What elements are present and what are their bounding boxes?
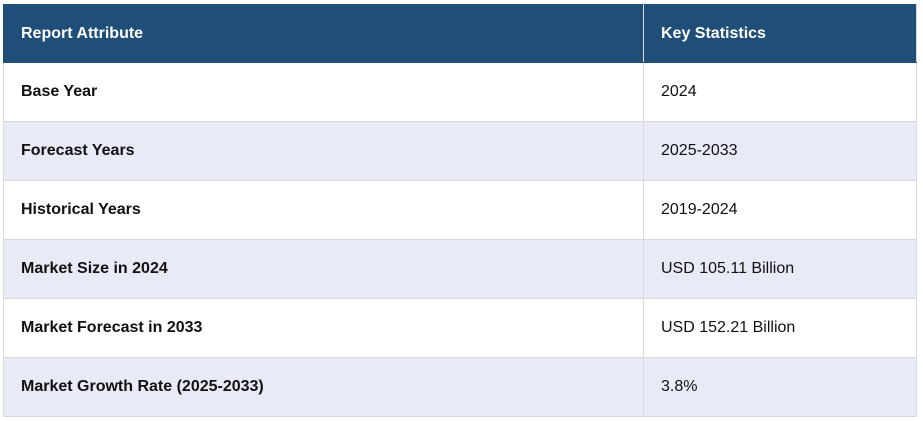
value-cell: 2019-2024 (643, 180, 917, 240)
header-cell: Key Statistics (643, 4, 917, 63)
attribute-cell: Historical Years (3, 180, 644, 240)
stats-table: Report Attribute Key Statistics Base Yea… (3, 4, 917, 417)
table-body: Base Year 2024 Forecast Years 2025-2033 Hist… (3, 62, 917, 417)
table-row: Market Growth Rate (2025-2033) 3.8% (3, 357, 917, 417)
table-row: Forecast Years 2025-2033 (3, 121, 917, 181)
table-row: Base Year 2024 (3, 62, 917, 122)
header-cell: Report Attribute (3, 4, 644, 63)
table-row: Market Size in 2024 USD 105.11 Billion (3, 239, 917, 299)
value-cell: 3.8% (643, 357, 917, 417)
attribute-cell: Forecast Years (3, 121, 644, 181)
table-row: Historical Years 2019-2024 (3, 180, 917, 240)
value-cell: 2024 (643, 62, 917, 122)
attribute-cell: Market Growth Rate (2025-2033) (3, 357, 644, 417)
value-cell: USD 152.21 Billion (643, 298, 917, 358)
header-row: Report Attribute Key Statistics (3, 4, 917, 63)
attribute-cell: Base Year (3, 62, 644, 122)
attribute-cell: Market Forecast in 2033 (3, 298, 644, 358)
attribute-cell: Market Size in 2024 (3, 239, 644, 299)
table-row: Market Forecast in 2033 USD 152.21 Billio… (3, 298, 917, 358)
value-cell: 2025-2033 (643, 121, 917, 181)
value-cell: USD 105.11 Billion (643, 239, 917, 299)
